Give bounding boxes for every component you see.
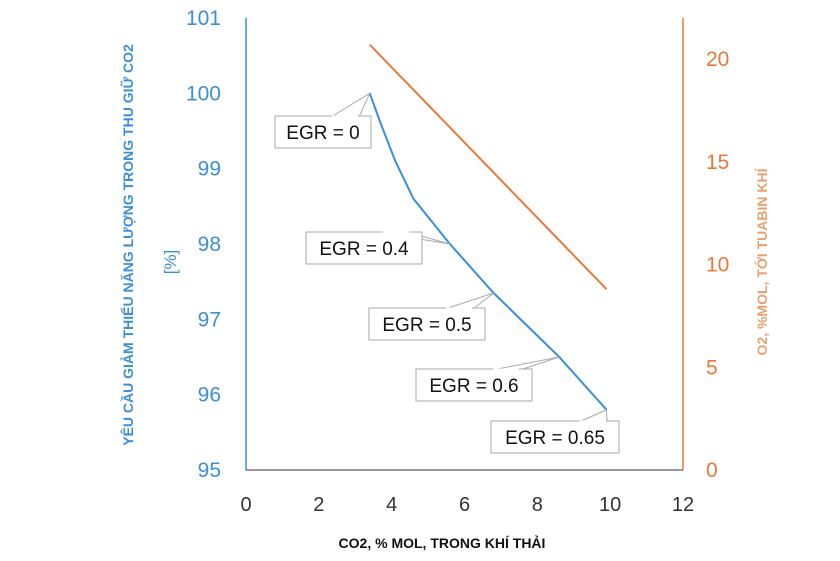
annotation-callout: EGR = 0.5	[368, 292, 494, 341]
callout-box	[274, 115, 372, 149]
y-left-tick-label: 101	[186, 7, 221, 30]
y-left-tick-label: 96	[198, 384, 221, 407]
o2-line	[369, 44, 608, 290]
y-left-tick-label: 98	[198, 233, 221, 256]
callout-box	[415, 368, 533, 402]
y-left-tick-label: 97	[198, 308, 221, 331]
x-tick-label: 4	[386, 494, 397, 516]
annotation-label: EGR = 0.6	[429, 376, 518, 397]
annotation-label: EGR = 0	[286, 123, 359, 144]
left-tick-labels: 95 96 97 98 99 100 101	[186, 7, 221, 482]
callout-pointer	[578, 408, 608, 423]
series-layer	[368, 44, 608, 411]
x-tick-label: 6	[459, 494, 470, 516]
x-axis-label: CO2, % MOL, TRONG KHÍ THẢI	[339, 535, 546, 551]
callout-box	[490, 420, 620, 454]
callout-pointer	[444, 292, 494, 310]
y-left-tick-label: 95	[198, 459, 221, 482]
annotation-callout: EGR = 0.65	[490, 408, 620, 454]
callout-pointer	[329, 92, 371, 118]
annotation-callout: EGR = 0.4	[305, 231, 451, 265]
x-tick-labels: 0 2 4 6 8 10 12	[240, 494, 694, 516]
annotation-callout: EGR = 0	[274, 92, 372, 149]
energy-reduction-line	[368, 92, 608, 411]
y-right-tick-label: 10	[706, 254, 729, 277]
x-tick-label: 12	[672, 494, 694, 516]
annotation-label: EGR = 0.65	[505, 428, 605, 449]
callout-pointer	[491, 356, 560, 371]
plot-frame	[245, 18, 684, 471]
callout-box	[368, 307, 486, 341]
x-tick-label: 2	[313, 494, 324, 516]
y-left-tick-label: 100	[186, 82, 221, 105]
annotation-label: EGR = 0.4	[319, 239, 409, 260]
callout-box	[305, 231, 423, 265]
y-left-tick-label: 99	[198, 158, 221, 181]
y-axis-left-unit: [%]	[161, 250, 180, 275]
annotation-callout: EGR = 0.6	[415, 356, 560, 402]
annotation-layer: EGR = 0 EGR = 0.4 EGR = 0.5 EGR = 0.6 EGR = …	[274, 92, 620, 454]
x-tick-label: 0	[240, 494, 251, 516]
y-axis-left-label: YÊU CẦU GIẢM THIỂU NĂNG LƯỢNG TRONG THU …	[119, 44, 136, 446]
y-right-tick-label: 5	[706, 356, 718, 379]
right-tick-labels: 0 5 10 15 20	[706, 48, 729, 482]
y-right-tick-label: 0	[706, 459, 718, 482]
y-axis-right-label: O2, %MOL, TỚI TUABIN KHÍ	[753, 167, 770, 355]
x-tick-label: 10	[599, 494, 621, 516]
y-right-tick-label: 20	[706, 48, 729, 71]
x-tick-label: 8	[532, 494, 543, 516]
y-right-tick-label: 15	[706, 151, 729, 174]
annotation-label: EGR = 0.5	[382, 315, 471, 336]
